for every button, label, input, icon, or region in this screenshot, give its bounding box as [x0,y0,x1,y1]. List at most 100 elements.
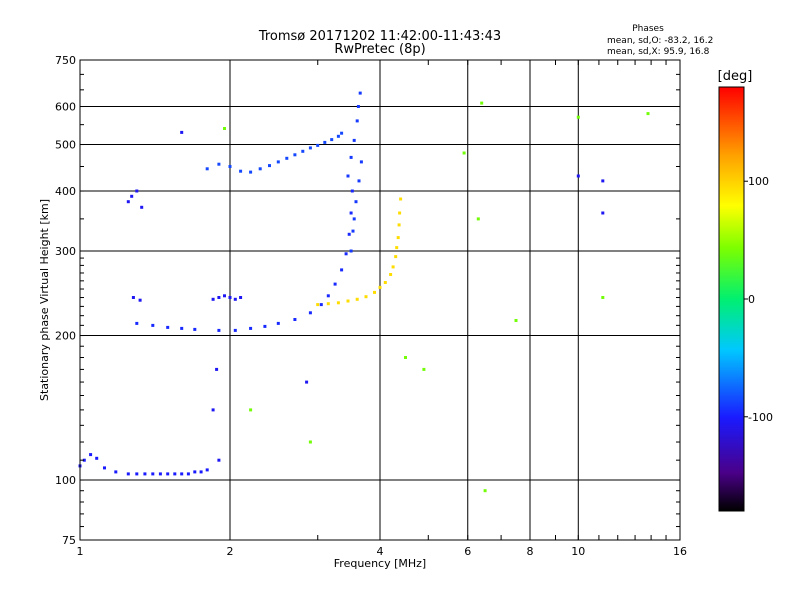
data-point-scattered [476,217,480,221]
data-point-o-mode-sporadic [223,294,226,298]
grid-lines [80,60,680,540]
x-tick-label: 16 [673,545,687,558]
y-tick-label: 500 [55,139,76,152]
data-point-o-mode-f1 [217,328,221,332]
data-point-o-mode-f-upper [340,131,344,135]
data-point-o-mode-f2-cusp [356,105,360,108]
data-point-o-mode-low [205,468,209,472]
data-point-scattered [483,489,487,493]
data-point-o-mode-f-upper [276,160,280,164]
data-point-x-mode [397,223,401,227]
data-point-o-mode-f2-cusp [352,138,356,142]
data-point-o-mode-low [166,472,170,476]
y-tick-label: 100 [55,474,76,487]
y-tick-label: 600 [55,101,76,114]
data-point-o-mode-sporadic [233,297,237,301]
data-point-o-mode-f2-cusp [349,249,353,253]
data-point-o-mode-low [103,466,106,470]
phases-info-line-o: mean, sd,O: -83.2, 16.2 [607,36,713,46]
data-point-x-mode [395,246,399,250]
data-point-o-mode-f1 [344,252,348,256]
data-point-o-mode-low [143,472,147,476]
x-tick-label: 6 [464,545,471,558]
chart-title: Tromsø 20171202 11:42:00-11:43:43 [258,29,501,44]
x-tick-label: 10 [571,545,585,558]
data-point-o-mode-f-upper [268,164,271,168]
data-point-o-mode-low [193,470,197,474]
data-point-o-mode-f-upper [336,134,340,138]
data-point-o-mode-low [89,453,93,457]
data-point-o-mode-sporadic [228,296,232,299]
data-point-scattered [249,408,253,412]
data-point-o-mode-sporadic [126,200,130,204]
data-point-o-mode-f-upper [205,167,209,171]
data-point-o-mode-f2-cusp [357,179,361,183]
data-point-o-mode-f1 [333,282,337,286]
data-point-o-mode-f1 [308,311,312,315]
data-point-x-mode [373,290,376,294]
data-point-scattered [576,115,580,119]
data-point-x-mode [355,297,359,301]
data-point-o-mode-f-upper [258,167,262,171]
data-point-scattered [223,127,226,130]
data-point-o-mode-sporadic [305,380,309,384]
data-point-o-mode-sporadic [576,174,580,178]
data-point-x-mode [396,236,400,240]
data-point-o-mode-f-upper [316,143,320,147]
data-point-x-mode [346,299,350,303]
data-point-o-mode-f-upper [330,138,334,142]
y-axis: 75 100 200 300 400 500 600 750 [55,54,680,547]
data-point-o-mode-low [126,472,130,476]
data-point-o-mode-low [82,458,86,462]
data-point-o-mode-f-upper [323,140,327,144]
y-tick-label: 200 [55,330,76,343]
data-point-o-mode-f1 [347,232,351,236]
colorbar-tick-label: 0 [748,293,755,306]
data-point-x-mode [316,303,320,307]
data-point-o-mode-sporadic [601,179,605,183]
data-point-o-mode-f1 [135,321,139,325]
data-point-scattered [480,101,484,105]
x-tick-label: 4 [377,545,384,558]
data-point-o-mode-f2-cusp [359,160,363,164]
y-tick-label: 75 [62,534,76,547]
data-point-o-mode-low [199,470,203,474]
x-axis: 1 2 4 6 8 10 16 [77,60,687,558]
x-tick-label: 2 [227,545,234,558]
data-point-o-mode-f-upper [293,153,297,157]
data-point-o-mode-sporadic [211,408,215,412]
data-point-o-mode-f-upper [301,149,305,153]
data-point-o-mode-f1 [293,318,297,321]
colorbar [718,86,745,512]
data-point-scattered [422,367,426,371]
data-point-o-mode-f1 [319,303,323,307]
data-point-o-mode-sporadic [217,296,221,299]
data-point-o-mode-f1 [233,328,237,332]
data-point-o-mode-low [173,472,177,476]
data-point-o-mode-low [158,472,162,476]
data-point-o-mode-f-upper [308,146,312,150]
x-tick-label: 1 [77,545,84,558]
data-points [78,91,650,493]
x-tick-label: 8 [527,545,534,558]
data-point-o-mode-f-upper [228,165,232,168]
data-point-o-mode-f2-cusp [355,119,359,123]
data-point-o-mode-f1 [350,189,354,193]
y-tick-label: 300 [55,245,76,258]
colorbar-tick-label: 100 [748,175,769,188]
data-point-o-mode-f-upper [239,169,243,173]
data-point-o-mode-f1 [263,324,267,328]
data-point-scattered [514,319,518,322]
colorbar-ticks: 100 0 -100 [744,175,773,424]
data-point-o-mode-sporadic [217,458,221,462]
data-point-scattered [404,356,407,359]
phases-info-line-x: mean, sd,X: 95.9, 16.8 [607,47,710,57]
data-point-o-mode-low [186,472,190,476]
data-point-x-mode [398,211,402,215]
x-axis-label: Frequency [MHz] [334,557,426,570]
data-point-o-mode-f2-cusp [346,174,350,178]
data-point-o-mode-low [114,470,118,474]
data-point-o-mode-f1 [166,325,170,329]
data-point-o-mode-sporadic [180,130,184,134]
